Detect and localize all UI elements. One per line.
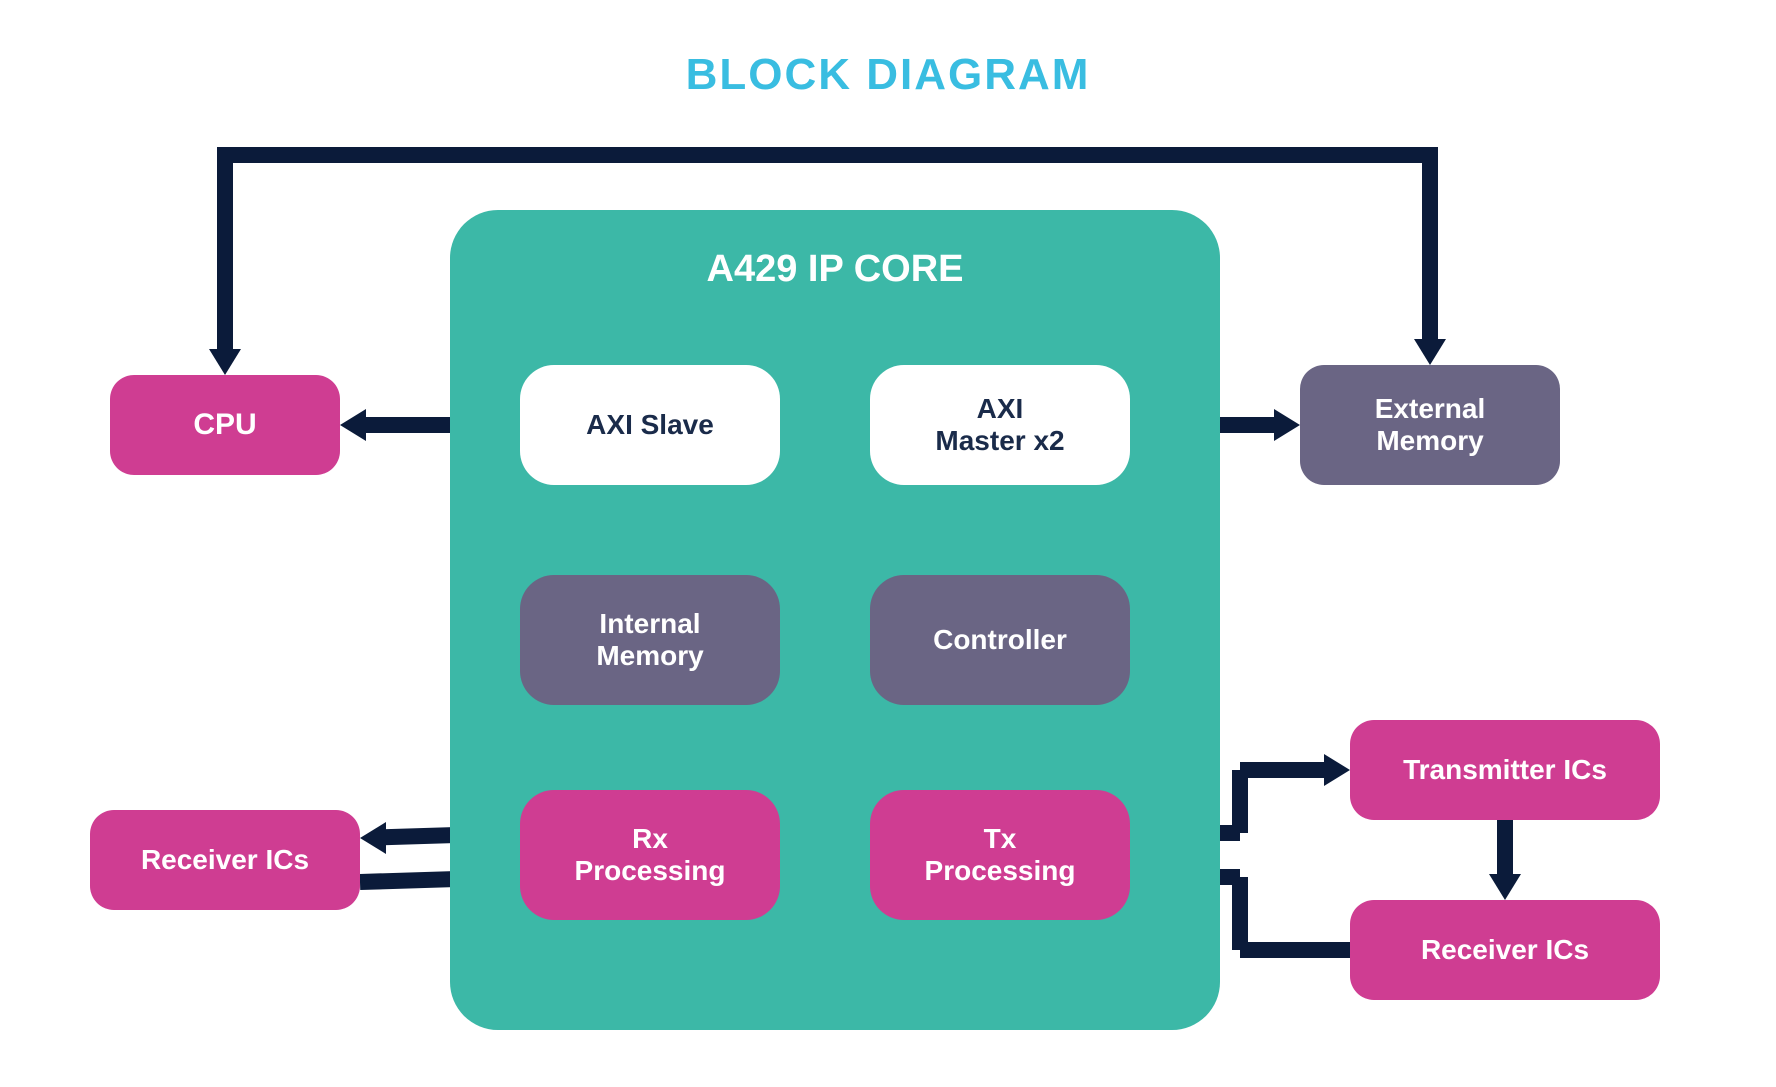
block-axi-master: AXI Master x2: [870, 365, 1130, 485]
block-tx-processing: Tx Processing: [870, 790, 1130, 920]
ip-core-title: A429 IP CORE: [450, 248, 1220, 291]
block-controller: Controller: [870, 575, 1130, 705]
block-receiver-left: Receiver ICs: [90, 810, 360, 910]
block-rx-processing: Rx Processing: [520, 790, 780, 920]
edge-top-extmem: [1414, 155, 1446, 365]
edge-top-cpu: [209, 155, 241, 375]
block-receiver-right: Receiver ICs: [1350, 900, 1660, 1000]
edge-transmitter-to-recvR: [1489, 820, 1521, 900]
diagram-canvas: BLOCK DIAGRAM A429 IP CORE CPU External Me…: [0, 0, 1776, 1087]
block-transmitter: Transmitter ICs: [1350, 720, 1660, 820]
block-internal-mem: Internal Memory: [520, 575, 780, 705]
block-axi-slave: AXI Slave: [520, 365, 780, 485]
block-ext-memory: External Memory: [1300, 365, 1560, 485]
diagram-title: BLOCK DIAGRAM: [0, 50, 1776, 100]
block-cpu: CPU: [110, 375, 340, 475]
